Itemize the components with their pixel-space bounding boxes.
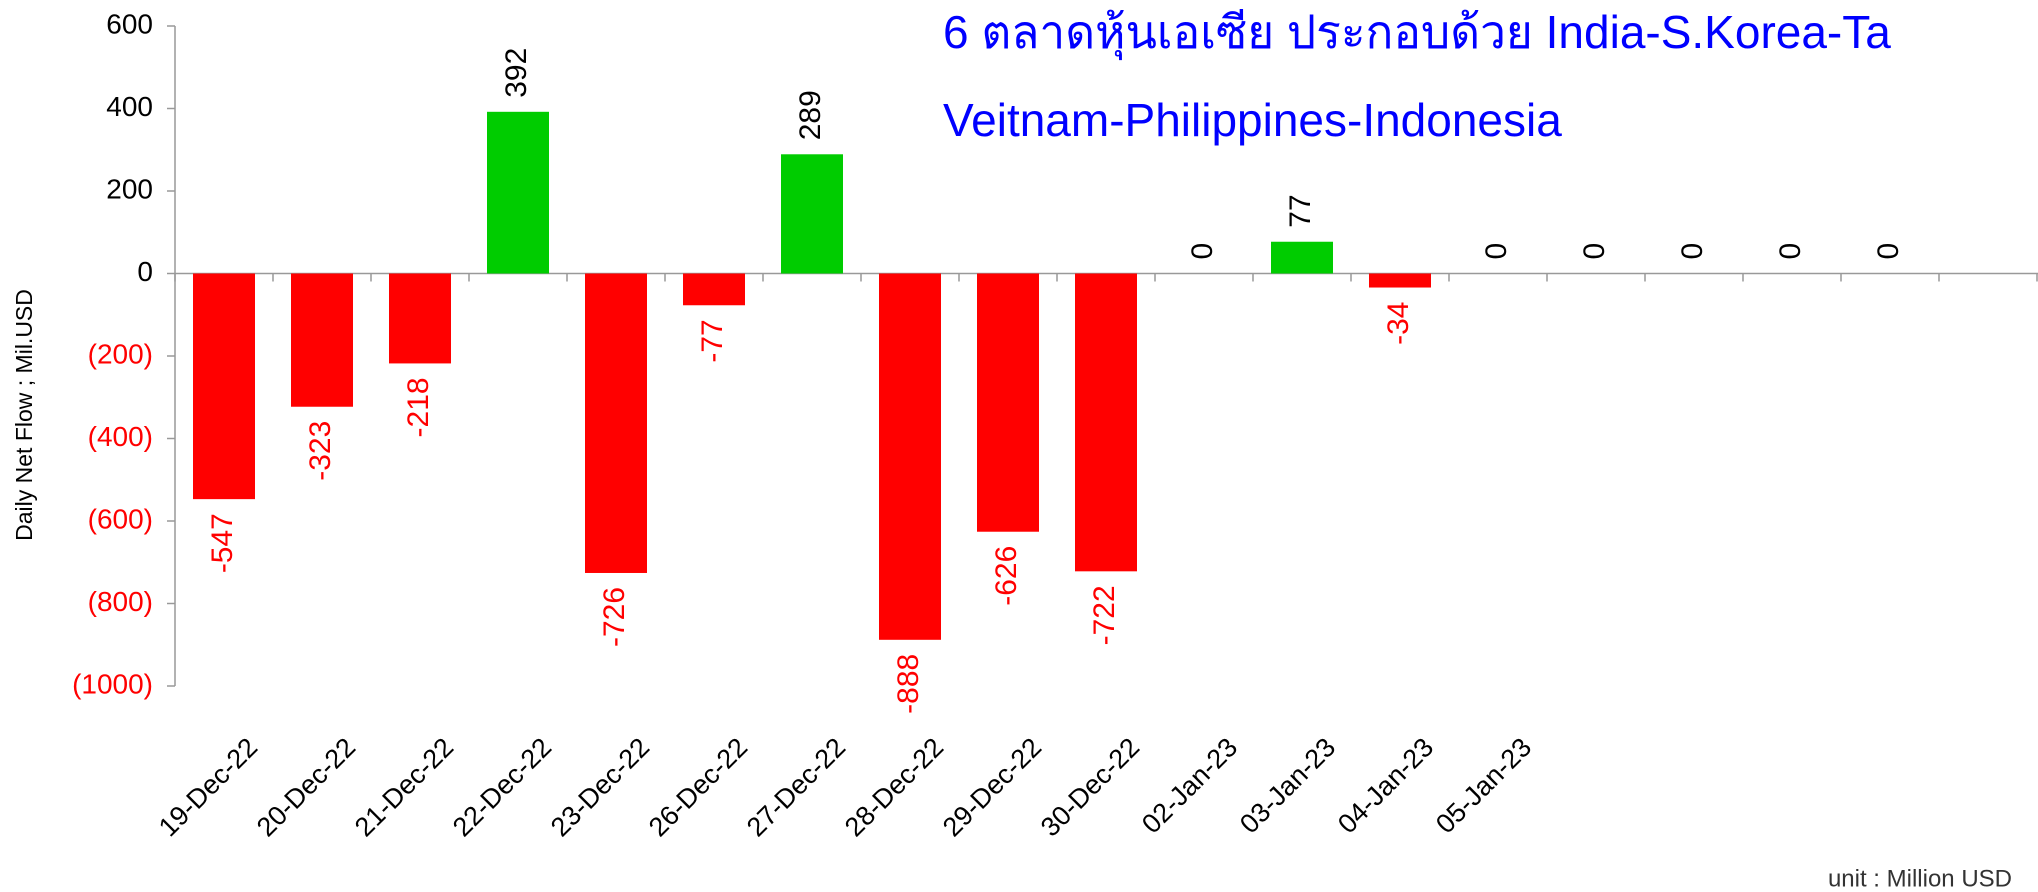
bar (291, 273, 353, 407)
value-label: -722 (1088, 585, 1121, 645)
value-label: -323 (304, 421, 337, 481)
y-tick-label: (800) (88, 586, 153, 617)
y-tick-label: (1000) (72, 668, 153, 699)
value-label: 0 (1774, 243, 1807, 260)
value-label: -888 (892, 654, 925, 714)
y-tick-label: 600 (106, 8, 153, 39)
y-axis-label: Daily Net Flow ; Mil.USD (11, 289, 37, 541)
value-label: 77 (1284, 194, 1317, 227)
bar (1075, 273, 1137, 572)
chart-subtitle: Veitnam-Philippines-Indonesia (943, 94, 1562, 146)
chart-title: 6 ตลาดหุ้นเอเซีย ประกอบด้วย India-S.Kore… (943, 6, 1891, 61)
x-tick-label: 27-Dec-22 (741, 732, 851, 842)
x-tick-label: 19-Dec-22 (153, 732, 263, 842)
value-label: -726 (598, 587, 631, 647)
x-tick-label: 26-Dec-22 (643, 732, 753, 842)
y-tick-label: 0 (137, 256, 153, 287)
value-label: -77 (696, 319, 729, 362)
value-label: 0 (1186, 243, 1219, 260)
x-tick-label: 04-Jan-23 (1332, 732, 1439, 839)
x-tick-label: 23-Dec-22 (545, 732, 655, 842)
y-tick-label: (200) (88, 338, 153, 369)
bar (487, 111, 549, 274)
bar (977, 273, 1039, 532)
bar (879, 273, 941, 640)
x-tick-label: 29-Dec-22 (937, 732, 1047, 842)
y-tick-label: (400) (88, 421, 153, 452)
value-label: 0 (1480, 243, 1513, 260)
value-label: -547 (206, 513, 239, 573)
x-tick-label: 05-Jan-23 (1430, 732, 1537, 839)
x-tick-label: 30-Dec-22 (1035, 732, 1145, 842)
bar (585, 273, 647, 573)
value-label: 289 (794, 90, 827, 140)
value-label: -626 (990, 546, 1023, 606)
value-label: 0 (1676, 243, 1709, 260)
x-tick-label: 20-Dec-22 (251, 732, 361, 842)
bar (1271, 241, 1333, 274)
value-label: -218 (402, 377, 435, 437)
y-tick-label: 200 (106, 173, 153, 204)
bar (1369, 273, 1431, 288)
bar (683, 273, 745, 306)
value-label: 0 (1578, 243, 1611, 260)
x-tick-label: 03-Jan-23 (1234, 732, 1341, 839)
bar (389, 273, 451, 364)
unit-note: unit : Million USD (1828, 865, 2012, 892)
x-tick-label: 28-Dec-22 (839, 732, 949, 842)
value-label: -34 (1382, 302, 1415, 345)
value-label: 0 (1872, 243, 1905, 260)
x-tick-label: 22-Dec-22 (447, 732, 557, 842)
x-tick-label: 02-Jan-23 (1136, 732, 1243, 839)
bar (781, 154, 843, 274)
y-tick-label: 400 (106, 91, 153, 122)
bar (193, 273, 255, 500)
value-label: 392 (500, 48, 533, 98)
x-tick-label: 21-Dec-22 (349, 732, 459, 842)
y-tick-label: (600) (88, 503, 153, 534)
